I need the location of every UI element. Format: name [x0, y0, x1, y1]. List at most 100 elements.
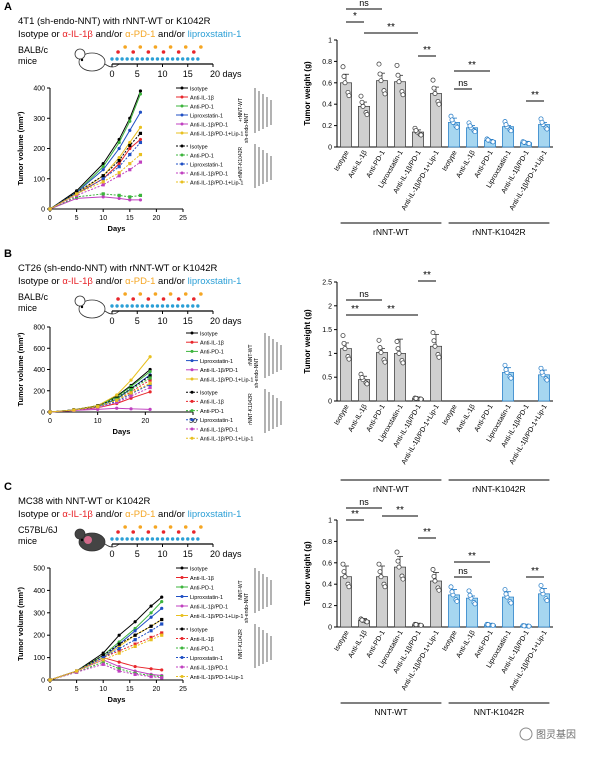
data-point	[96, 405, 100, 409]
data-point	[400, 360, 406, 366]
y-tick-label: 800	[33, 325, 45, 332]
y-tick-label: 200	[33, 388, 45, 395]
significance-label: **	[423, 527, 431, 538]
data-point	[129, 378, 133, 382]
significance-label: **	[531, 90, 539, 101]
series-line	[49, 154, 141, 210]
dot-liproxstatin	[160, 304, 165, 308]
data-point	[117, 159, 121, 163]
data-point	[133, 638, 137, 642]
dot-liproxstatin	[145, 304, 150, 308]
significance-label: ns	[458, 78, 468, 88]
data-point	[128, 152, 132, 157]
data-point	[160, 622, 164, 626]
dot-liproxstatin	[165, 57, 170, 61]
x-tick-label: 5	[75, 686, 79, 693]
data-point	[395, 72, 401, 78]
data-point	[101, 174, 105, 178]
dot-liproxstatin	[140, 57, 144, 61]
dot-liproxstatin	[155, 57, 160, 61]
legend-marker	[180, 665, 184, 669]
watermark-logo-icon	[519, 727, 533, 741]
data-point	[48, 678, 52, 682]
data-point	[160, 606, 164, 610]
data-point	[128, 198, 132, 202]
data-point	[115, 406, 119, 410]
data-point	[376, 561, 382, 567]
legend-item: Anti-IL-1β/PD-1	[200, 427, 238, 433]
data-point	[472, 601, 478, 607]
treatment-part: and/or	[155, 29, 187, 40]
y-tick-label: 100	[33, 176, 45, 183]
dot-pd1	[199, 525, 203, 529]
mouse-body	[78, 299, 106, 319]
data-point	[466, 588, 472, 594]
legend-marker	[190, 359, 194, 363]
dot-liproxstatin	[196, 537, 200, 541]
dot-liproxstatin	[135, 57, 139, 61]
line-chart-c: 0 100 200 300 400 500 0 5 10 15 20 25 Days Tumor volu…	[16, 566, 272, 704]
data-point	[133, 644, 137, 648]
data-point	[75, 192, 79, 196]
y-tick-label: 0	[328, 625, 332, 632]
dot-liproxstatin	[181, 537, 185, 541]
legend-item: Liproxstatin-1	[190, 113, 223, 119]
legend-marker	[190, 399, 194, 403]
group-label: rNNT-WT	[373, 484, 409, 494]
significance-label: **	[468, 60, 476, 71]
y-tick-label: 0.4	[322, 582, 332, 589]
data-point	[138, 160, 143, 164]
data-point	[341, 73, 347, 79]
significance-label: **	[423, 270, 431, 281]
legend-item: Anti-IL-1β/PD-1	[190, 604, 228, 610]
data-point	[341, 569, 347, 575]
legend-item: Liproxstatin-1	[190, 656, 223, 662]
data-point	[149, 624, 153, 628]
significance-label: **	[351, 304, 359, 315]
dot-pd1	[138, 525, 143, 529]
panel-letter: A	[4, 1, 12, 13]
x-tick-label: 5	[75, 215, 79, 222]
injection-dots	[110, 292, 203, 308]
data-point	[115, 400, 119, 405]
group-label: sh-endo-NNT	[244, 593, 250, 623]
y-axis-label: Tumor weight (g)	[303, 541, 312, 606]
panel-title: MC38 with NNT-WT or K1042R	[18, 496, 150, 507]
dot-liproxstatin	[120, 57, 124, 61]
series-line	[49, 133, 141, 210]
dot-liproxstatin	[115, 537, 119, 541]
legend-marker	[190, 427, 194, 431]
data-point	[378, 349, 384, 355]
timeline-tick-label: 20 days	[210, 69, 242, 79]
group-label: NNT-K1042R	[474, 707, 525, 717]
dot-liproxstatin	[140, 537, 144, 541]
data-point	[454, 598, 460, 604]
dot-pd1	[183, 525, 188, 529]
treatment-part: liproxstatin-1	[188, 276, 242, 287]
data-point	[431, 338, 437, 344]
data-point	[485, 137, 491, 143]
line-chart-b: 0 200 400 600 800 0 10 20 30 Days Tumor volume (mm…	[16, 325, 282, 443]
dot-il1b	[161, 297, 166, 301]
x-tick-label: 15	[126, 215, 134, 222]
legend-item: Anti-IL-1β	[200, 400, 224, 406]
legend-marker	[180, 162, 184, 166]
treatment-part: α-PD-1	[125, 509, 155, 520]
legend-item: Anti-PD-1	[200, 409, 224, 415]
data-point	[490, 139, 496, 145]
mouse-ear	[74, 528, 86, 540]
legend-item: Anti-IL-1β	[190, 637, 214, 643]
treatment-part: Isotype or	[18, 29, 62, 40]
data-point	[359, 99, 365, 105]
dot-pd1	[153, 45, 158, 49]
panel-header-a: A 4T1 (sh-endo-NNT) with rNNT-WT or K1042…	[4, 1, 242, 79]
data-point	[340, 64, 346, 70]
data-point	[430, 77, 436, 83]
data-point	[503, 367, 509, 373]
data-point	[117, 196, 121, 201]
data-point	[48, 207, 52, 211]
data-point	[538, 365, 544, 371]
data-point	[539, 369, 545, 375]
data-point	[160, 668, 164, 672]
x-tick-label: 0	[48, 418, 52, 425]
